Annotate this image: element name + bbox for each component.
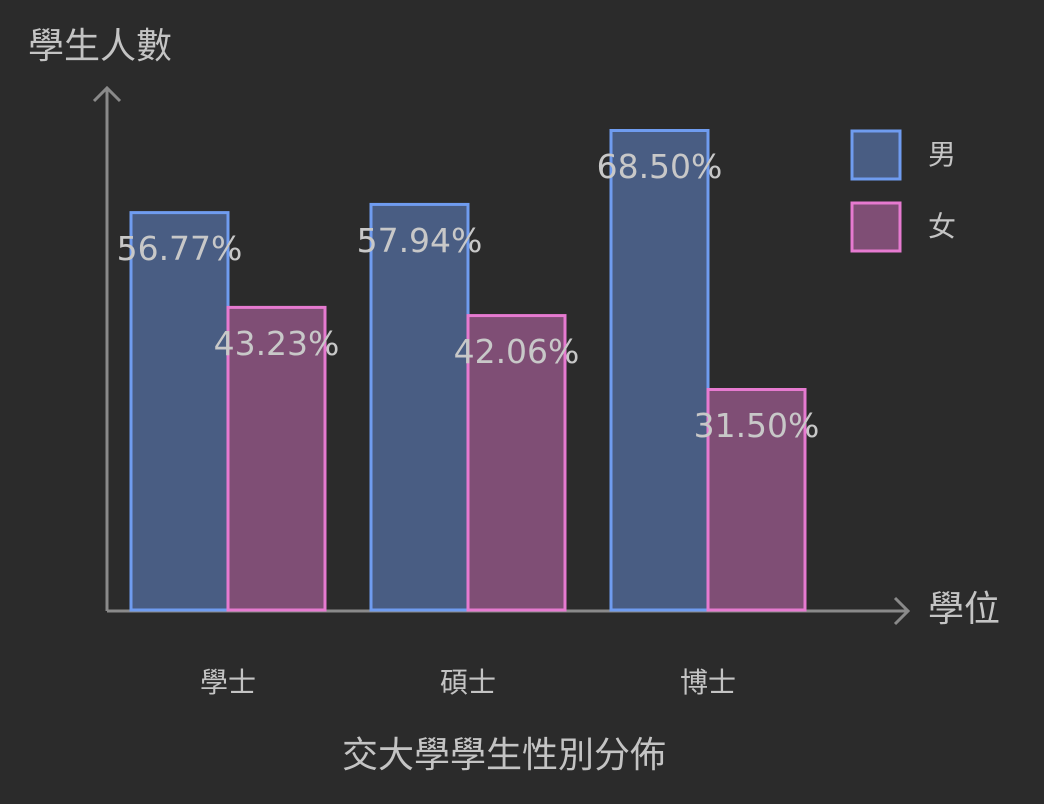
legend-label: 女 (928, 210, 956, 243)
value-label: 57.94% (357, 221, 483, 260)
bar (226, 305, 327, 612)
legend-swatch (850, 129, 902, 181)
bar (609, 129, 710, 612)
chart-title: 交大學學生性別分佈 (342, 735, 666, 776)
bar (129, 211, 230, 612)
value-label: 43.23% (214, 324, 340, 363)
value-label: 31.50% (694, 406, 820, 445)
x-axis-arrow (893, 596, 911, 626)
y-axis-arrow (92, 85, 122, 103)
y-axis-label: 學生人數 (28, 26, 172, 67)
x-tick-label: 碩士 (440, 666, 496, 699)
bar (369, 202, 470, 612)
bar (706, 388, 807, 612)
value-label: 42.06% (454, 332, 580, 371)
x-tick-label: 博士 (680, 666, 736, 699)
value-label: 56.77% (117, 229, 243, 268)
legend-label: 男 (928, 138, 956, 171)
x-tick-label: 學士 (200, 666, 256, 699)
value-label: 68.50% (597, 147, 723, 186)
x-axis-label: 學位 (928, 589, 1000, 630)
legend-swatch (850, 201, 902, 253)
bar (466, 314, 567, 612)
